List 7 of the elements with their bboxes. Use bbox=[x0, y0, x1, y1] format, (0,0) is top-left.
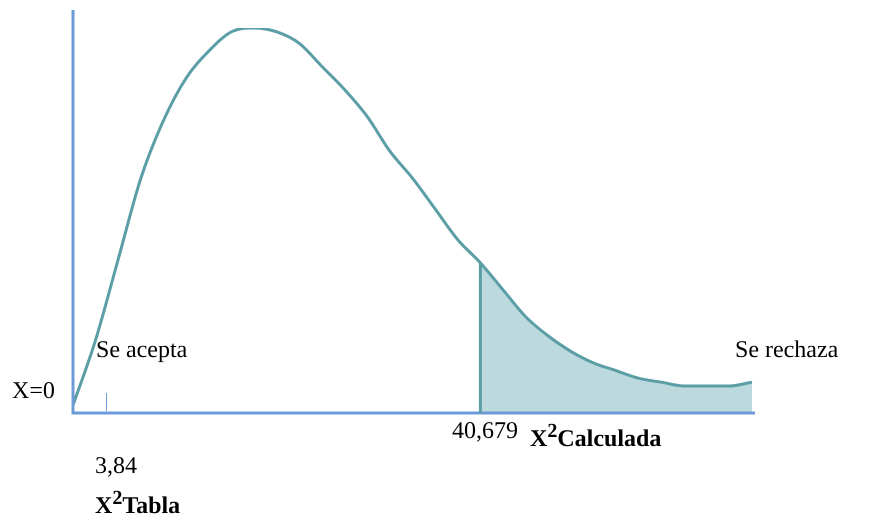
text: 3,84 bbox=[95, 452, 137, 480]
text: 40,679 bbox=[452, 417, 518, 445]
text: X$^{2}$Calculada bbox=[530, 419, 662, 453]
text: X$^{2}$Tabla bbox=[95, 486, 180, 520]
text: X=0 bbox=[12, 377, 55, 405]
annotation: Se rechaza bbox=[735, 336, 838, 364]
annotation: Se acepta bbox=[96, 336, 188, 364]
